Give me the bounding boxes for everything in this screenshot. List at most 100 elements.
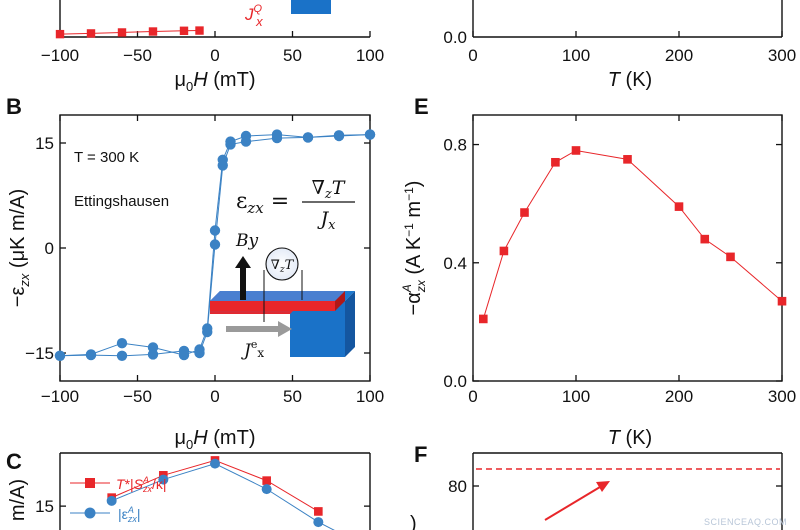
panel-a-jq-label: JQ x [244, 3, 263, 29]
panel-e-y-tick-label: 0.4 [443, 254, 467, 273]
panel-b-equation: εzx = ∇zT Jx [236, 177, 355, 233]
panel-b-y-axis-label: −εzx (μK m/A) [7, 189, 32, 307]
panel-a: −100 −50 0 50 100 JQ x μ0H (mT) [41, 0, 384, 94]
panel-e-x-tick-label: 300 [768, 387, 796, 406]
panel-d-x-tick-label: 300 [768, 46, 796, 65]
panel-b-data-point [225, 136, 236, 147]
panel-e-data-point [479, 314, 488, 324]
panel-d-x-tick-label: 100 [562, 46, 590, 65]
panel-a-data-point [195, 26, 204, 35]
panel-e-series-line [482, 149, 783, 320]
panel-e-data-point [551, 157, 560, 167]
panel-e-data-point [777, 296, 787, 306]
panel-a-data-point [179, 26, 189, 35]
panel-c-data-point [262, 476, 271, 485]
watermark: SCIENCEAQ.COM [704, 517, 787, 527]
device-current-label: Jex [241, 338, 264, 361]
panel-e-data-point [520, 208, 529, 217]
panel-b-letter: B [6, 94, 22, 119]
panel-c-y-axis-label: m/A) [7, 479, 29, 521]
panel-b-y-tick-label: −15 [25, 344, 54, 363]
panel-b-data-point [209, 239, 221, 250]
panel-b-data-point [116, 338, 128, 349]
panel-d: 0 100 200 300 0.0 T (K) [443, 0, 796, 91]
panel-d-x-axis-label: T (K) [608, 69, 652, 91]
panel-a-data-point [117, 28, 127, 37]
panel-b-data-point [202, 323, 213, 334]
panel-c-data-point [314, 507, 323, 516]
panel-d-x-tick-label: 200 [665, 46, 693, 65]
equation-lhs: εzx = [236, 189, 289, 217]
panel-c-data-point [106, 495, 117, 506]
panel-b-y-tick-label: 15 [35, 134, 54, 153]
panel-d-y-tick-label: 0.0 [443, 28, 467, 47]
legend-marker-blue [84, 507, 96, 519]
panel-b-ettingshausen-label: Ettingshausen [74, 193, 169, 210]
panel-e-x-tick-label: 100 [562, 387, 590, 406]
panel-b-data-point [147, 342, 159, 353]
panel-e-y-axis-label: −αAzx (A K−1 m−1) [400, 181, 428, 316]
panel-e-x-axis-label: T (K) [608, 427, 652, 449]
panel-b-data-point [209, 225, 221, 236]
panel-c-y-tick-label: 15 [35, 497, 54, 516]
panel-b-temperature-label: T = 300 K [74, 149, 139, 166]
panel-f: F 80 ) SCIENCEAQ.COM [410, 442, 787, 530]
panel-e-data-point [726, 252, 735, 262]
panel-c-legend: T*|SA zx/κ| |εA zx| [70, 475, 167, 524]
panel-c: C 15 m/A) T*|SA zx/κ| |εA zx| [6, 449, 371, 530]
panel-b-y-tick-label: 0 [45, 239, 54, 258]
panel-c-data-point [158, 474, 169, 485]
panel-c-letter: C [6, 449, 22, 474]
panel-b-data-point [85, 349, 97, 360]
panel-b-data-point [302, 132, 314, 143]
panel-a-x-tick-label: 0 [210, 46, 219, 65]
panel-e-y-tick-label: 0.8 [443, 136, 467, 155]
panel-a-series [55, 26, 204, 39]
panel-e-data-point [700, 234, 710, 244]
panel-a-x-axis-label: μ0H (mT) [175, 69, 256, 94]
panel-c-series-line [111, 463, 335, 530]
panel-b-x-axis-label: μ0H (mT) [175, 427, 256, 452]
panel-b-x-tick-label: 0 [210, 387, 219, 406]
legend-marker-red [85, 478, 95, 488]
device-gradient-label: ∇zT [271, 258, 295, 275]
panel-f-arrow [544, 486, 601, 521]
panel-a-series-line [59, 30, 200, 35]
panel-e-x-tick-label: 0 [468, 387, 477, 406]
panel-b-data-point [217, 154, 228, 165]
panel-b-series [54, 129, 376, 361]
panel-a-x-tick-label: 100 [356, 46, 384, 65]
panel-e-letter: E [414, 94, 429, 119]
panel-a-data-point [86, 29, 96, 38]
device-by-label: By [235, 231, 258, 251]
panel-c-data-point [313, 517, 324, 528]
panel-b-data-point [116, 350, 128, 361]
legend-label-red: T*|SA zx/κ| [116, 475, 167, 494]
panel-e-data-point [623, 155, 632, 164]
panel-c-series [106, 456, 324, 528]
panel-f-y-axis-label-fragment: ) [410, 513, 417, 530]
panel-f-letter: F [414, 442, 427, 467]
panel-f-y-tick-label: 80 [448, 477, 467, 496]
panel-c-data-point [261, 484, 272, 495]
panel-a-data-point [148, 27, 158, 36]
panel-a-device-block [291, 0, 331, 14]
panel-a-x-tick-label: 50 [283, 46, 302, 65]
panel-e-x-tick-label: 200 [665, 387, 693, 406]
panel-c-data-point [210, 458, 220, 469]
panel-e-data-point [571, 146, 581, 155]
panel-b-x-tick-label: 50 [283, 387, 302, 406]
panel-b-data-point [364, 129, 376, 140]
panel-a-x-tick-label: −100 [41, 46, 79, 65]
panel-b-data-point [333, 130, 345, 142]
panel-b-data-point [271, 129, 283, 140]
panel-e-data-point [499, 246, 509, 256]
panel-a-data-point [55, 29, 65, 39]
equation-denominator: Jx [317, 208, 337, 233]
equation-numerator: ∇zT [312, 177, 346, 202]
legend-label-blue: |εA zx| [118, 505, 141, 524]
panel-e-y-tick-label: 0.0 [443, 372, 467, 391]
